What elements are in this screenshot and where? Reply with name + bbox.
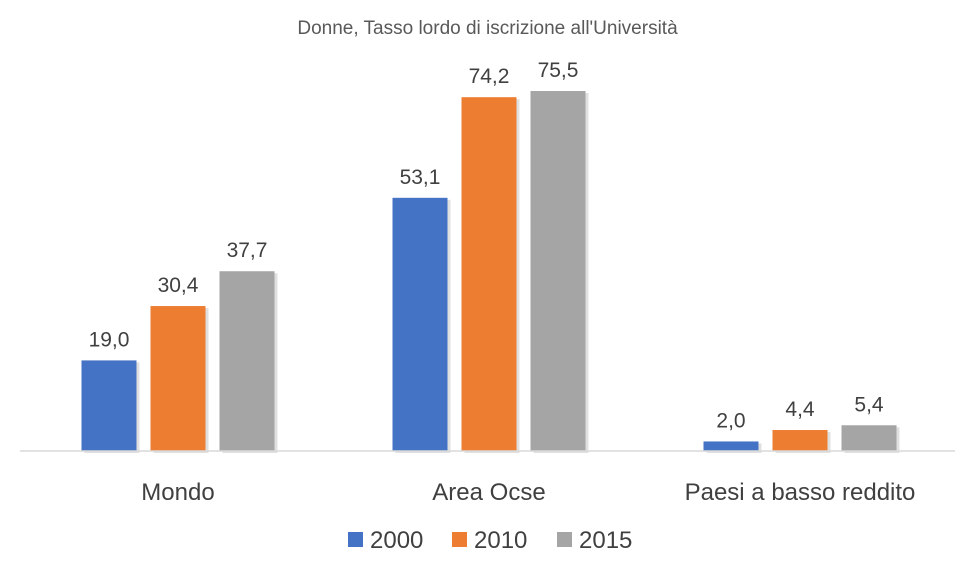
chart-title: Donne, Tasso lordo di iscrizione all'Uni… bbox=[297, 18, 678, 39]
category-label: Mondo bbox=[141, 479, 214, 506]
data-label: 19,0 bbox=[89, 328, 130, 351]
data-label: 74,2 bbox=[469, 65, 510, 88]
legend: 2000 2010 2015 bbox=[348, 527, 632, 554]
bar-2000-0 bbox=[81, 360, 137, 451]
data-label: 5,4 bbox=[854, 393, 884, 416]
bar-2010-0 bbox=[150, 306, 206, 451]
data-label: 4,4 bbox=[785, 398, 815, 421]
bar-2015-0 bbox=[219, 271, 275, 451]
data-label: 30,4 bbox=[158, 274, 199, 297]
bar-2010-1 bbox=[461, 97, 517, 452]
legend-label: 2015 bbox=[579, 527, 632, 554]
legend-swatch-2000 bbox=[348, 532, 363, 547]
category-labels-group: Mondo Area Ocse Paesi a basso reddito bbox=[141, 479, 915, 506]
bar-2000-1 bbox=[392, 197, 448, 451]
data-label: 2,0 bbox=[716, 409, 745, 432]
legend-swatch-2015 bbox=[557, 532, 572, 547]
data-label: 53,1 bbox=[400, 166, 441, 189]
category-label: Paesi a basso reddito bbox=[685, 479, 916, 506]
legend-label: 2000 bbox=[370, 527, 423, 554]
data-label: 37,7 bbox=[227, 239, 268, 262]
data-label: 75,5 bbox=[538, 59, 579, 82]
bar-2010-2 bbox=[772, 430, 828, 451]
value-labels-group: 19,0 30,4 37,7 53,1 74,2 75,5 2,0 4,4 5,4 bbox=[89, 59, 884, 432]
bars-group bbox=[81, 91, 900, 454]
legend-swatch-2010 bbox=[452, 532, 467, 547]
bar-2000-2 bbox=[703, 441, 759, 451]
bar-2015-1 bbox=[530, 91, 586, 451]
category-label: Area Ocse bbox=[432, 479, 545, 506]
legend-label: 2010 bbox=[474, 527, 527, 554]
bar-2015-2 bbox=[841, 425, 897, 451]
